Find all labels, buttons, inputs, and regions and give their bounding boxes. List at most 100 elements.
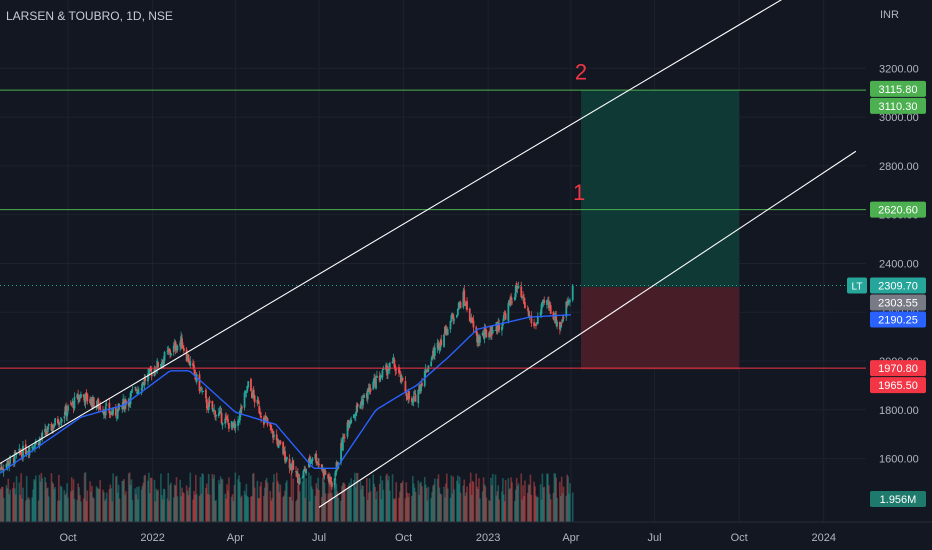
candle <box>439 338 442 352</box>
candle <box>452 313 455 325</box>
volume-bar <box>452 476 455 522</box>
candle-body <box>89 399 91 404</box>
volume-bar <box>488 500 490 522</box>
candle <box>343 433 346 443</box>
candle-body <box>298 478 301 484</box>
candle <box>193 361 195 374</box>
candle-body <box>513 296 516 301</box>
candle <box>69 400 72 406</box>
candle-body <box>381 370 384 378</box>
candle <box>491 325 494 334</box>
volume-bar <box>366 478 368 522</box>
candle-body <box>292 460 295 470</box>
volume-bar <box>552 492 555 522</box>
volume-bar <box>286 480 288 522</box>
candle <box>252 386 255 401</box>
candle-body <box>421 383 423 386</box>
candle <box>437 340 440 351</box>
volume-bar <box>523 496 525 522</box>
volume-bar <box>45 482 47 522</box>
candle-body <box>67 405 69 412</box>
volume-bar <box>401 480 404 522</box>
volume-bar <box>343 483 346 522</box>
volume-bar <box>328 472 330 522</box>
candle-body <box>302 470 305 478</box>
volume-bar <box>321 477 324 522</box>
candle-body <box>304 468 307 472</box>
volume-bar <box>540 499 543 522</box>
volume-bar <box>303 473 306 522</box>
candle-body <box>86 393 89 402</box>
volume-bar <box>40 472 43 522</box>
candle-body <box>490 326 492 335</box>
candle-body <box>252 389 255 397</box>
candle-body <box>116 408 119 419</box>
candle-body <box>328 479 331 483</box>
candle-body <box>437 342 440 350</box>
candle <box>327 473 330 481</box>
volume-bar <box>413 487 416 522</box>
candle-body <box>66 411 69 417</box>
candle <box>488 331 490 341</box>
candle <box>58 421 61 427</box>
volume-bar <box>144 474 147 522</box>
candle-body <box>28 447 31 456</box>
candle-body <box>504 313 507 320</box>
candle-body <box>433 350 435 358</box>
volume-bar <box>215 500 217 522</box>
channel-line-1 <box>0 0 783 464</box>
candle <box>399 371 402 384</box>
candle <box>458 301 461 308</box>
candle-body <box>571 285 574 301</box>
candle <box>483 323 486 344</box>
volume-bar <box>85 500 88 522</box>
time-tick-label: Apr <box>227 532 244 544</box>
candle <box>498 319 501 333</box>
candle-body <box>91 399 93 408</box>
volume-bar <box>50 473 53 522</box>
candle <box>477 333 479 348</box>
volume-bar <box>530 494 533 522</box>
candle <box>484 324 487 335</box>
candle-body <box>239 407 242 413</box>
volume-bar <box>5 485 8 522</box>
volume-bar <box>117 484 120 522</box>
candle <box>163 351 166 364</box>
candle <box>381 368 384 381</box>
candle-body <box>567 301 570 305</box>
candle-body <box>378 375 381 381</box>
candle <box>63 411 66 424</box>
candle-body <box>342 434 345 436</box>
candle-body <box>103 411 106 415</box>
volume-bar <box>199 476 202 522</box>
candle-body <box>202 391 205 393</box>
volume-bar <box>479 498 481 522</box>
candle-body <box>76 394 79 398</box>
candle-body <box>417 389 420 404</box>
candle <box>536 312 539 325</box>
volume-bar <box>208 494 211 522</box>
candle-body <box>310 459 313 462</box>
candle-body <box>546 300 548 305</box>
volume-bar <box>520 473 523 522</box>
candle-body <box>205 389 207 399</box>
candle-body <box>227 419 229 423</box>
candle <box>490 325 493 340</box>
candle-body <box>559 324 562 329</box>
volume-bar <box>90 491 92 522</box>
volume-bar <box>385 475 387 522</box>
price-tick-label: 3200.00 <box>879 63 919 75</box>
candle <box>189 356 192 369</box>
volume-bar <box>269 491 272 522</box>
candle-body <box>284 451 286 461</box>
candle-body <box>69 403 72 405</box>
volume-bar <box>361 485 364 522</box>
volume-bar <box>79 495 81 522</box>
candle-body <box>288 458 291 469</box>
candle <box>433 343 436 361</box>
candle-body <box>201 391 204 393</box>
candle-body <box>148 369 150 376</box>
candle-body <box>296 471 298 474</box>
